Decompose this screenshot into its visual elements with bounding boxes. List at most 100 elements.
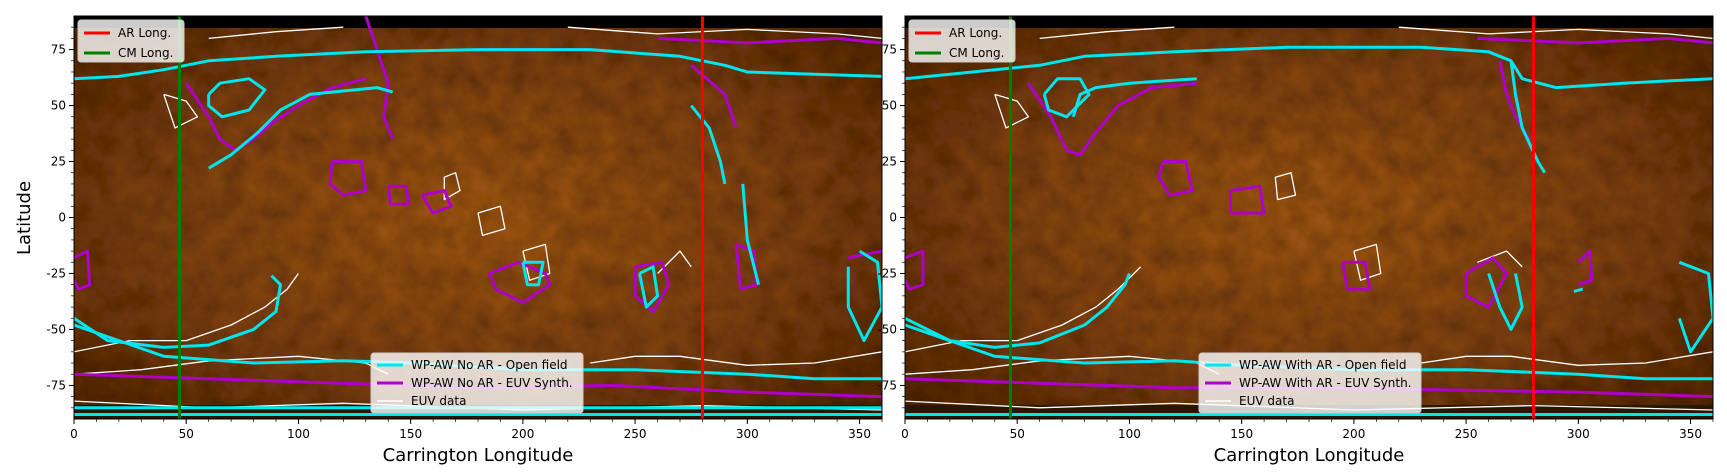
y-tick-label: -25 bbox=[46, 266, 66, 280]
euv-data-contour-8 bbox=[1477, 250, 1523, 268]
y-tick-label: -75 bbox=[877, 378, 897, 392]
legend-label: EUV data bbox=[411, 394, 466, 408]
y-tick-label: 75 bbox=[51, 43, 66, 57]
legend-label: CM Long. bbox=[949, 46, 1004, 60]
open-field-contour-7 bbox=[1573, 287, 1584, 293]
x-tick-label: 300 bbox=[736, 427, 759, 441]
contours-left bbox=[74, 16, 882, 416]
x-axis-label-right: Carrington Longitude bbox=[1214, 445, 1405, 466]
legend-upper-left: AR Long. CM Long. bbox=[77, 19, 185, 63]
legend-lower-left: WP-AW No AR - Open field WP-AW No AR - EU… bbox=[370, 352, 584, 414]
euv-data-contour-9 bbox=[657, 250, 692, 274]
euv-data-contour-8 bbox=[208, 26, 344, 40]
vlines-left bbox=[177, 16, 704, 419]
legend-label: WP-AW No AR - Open field bbox=[411, 358, 568, 372]
euv-synth-contour-5 bbox=[1577, 249, 1594, 287]
x-tick-label: 50 bbox=[179, 427, 194, 441]
y-tick-label: 0 bbox=[58, 211, 66, 225]
x-tick-label: 100 bbox=[1118, 427, 1141, 441]
open-field-contour-6 bbox=[1487, 273, 1524, 331]
x-tick-label: 150 bbox=[1230, 427, 1253, 441]
open-field-contour-9 bbox=[521, 260, 545, 287]
x-tick-label: 100 bbox=[287, 427, 310, 441]
open-field-contour-2 bbox=[207, 77, 267, 119]
x-axis-label-left: Carrington Longitude bbox=[383, 445, 574, 466]
euv-synth-contour-2 bbox=[1228, 184, 1266, 215]
euv-data-contour-4 bbox=[1353, 243, 1382, 281]
euv-synth-contour-6 bbox=[633, 260, 671, 313]
euv-synth-contour-9 bbox=[74, 249, 92, 291]
y-tick-label: 50 bbox=[51, 99, 66, 113]
x-tick-label: 250 bbox=[624, 427, 647, 441]
x-tick-label: 200 bbox=[1342, 427, 1365, 441]
euv-data-contour-7 bbox=[567, 26, 882, 40]
y-tick-label: -50 bbox=[877, 322, 897, 336]
euv-synth-contour-4 bbox=[420, 189, 453, 215]
vlines-right bbox=[1008, 16, 1535, 419]
open-field-contour-8 bbox=[1677, 260, 1713, 354]
open-field-contour-1 bbox=[207, 86, 394, 170]
euv-synth-contour-1 bbox=[1157, 160, 1194, 197]
legend-label: WP-AW No AR - EUV Synth. bbox=[411, 376, 573, 390]
euv-synth-contour-7 bbox=[905, 249, 925, 291]
y-tick-label: -75 bbox=[46, 378, 66, 392]
y-tick-label: 25 bbox=[882, 155, 897, 169]
x-tick-label: 300 bbox=[1567, 427, 1590, 441]
x-tick-label: 350 bbox=[1679, 427, 1702, 441]
open-field-contour-8 bbox=[741, 183, 761, 286]
y-ticks-left: -75 -50 -25 0 25 50 75 bbox=[46, 26, 74, 409]
y-axis-label: Latitude bbox=[14, 181, 35, 255]
legend-label: EUV data bbox=[1239, 394, 1294, 408]
legend-label: AR Long. bbox=[949, 26, 1002, 40]
euv-data-contour-7 bbox=[1039, 26, 1175, 40]
panel-left-no-ar: 0 50 100 150 200 250 300 350 -75 -50 -25 0 25 50 75 C… bbox=[14, 15, 883, 466]
x-tick-label: 0 bbox=[901, 427, 909, 441]
euv-data-contour-3 bbox=[1274, 172, 1297, 201]
panel-right-with-ar: 0 50 100 150 200 250 300 350 -75 -50 -25 0 25 50 75 C… bbox=[877, 15, 1714, 466]
legend-label: WP-AW With AR - Open field bbox=[1239, 358, 1406, 372]
open-field-contour-0 bbox=[905, 45, 1713, 90]
legend-box bbox=[370, 352, 584, 414]
euv-data-contour-6 bbox=[1398, 26, 1713, 40]
euv-data-contour-2 bbox=[1421, 351, 1713, 366]
euv-data-contour-5 bbox=[522, 243, 551, 281]
euv-synth-contour-5 bbox=[487, 260, 552, 305]
legend-lower-right: WP-AW With AR - Open field WP-AW With AR … bbox=[1198, 352, 1422, 414]
euv-background-left bbox=[74, 16, 882, 419]
y-tick-label: 25 bbox=[51, 155, 66, 169]
x-ticks-left: 0 50 100 150 200 250 300 350 bbox=[70, 419, 883, 441]
y-tick-label: -50 bbox=[46, 322, 66, 336]
open-field-contour-3 bbox=[74, 274, 282, 349]
x-tick-label: 150 bbox=[399, 427, 422, 441]
open-field-contour-2 bbox=[1071, 77, 1197, 118]
euv-data-contour-2 bbox=[590, 351, 882, 366]
polar-dark-top-right bbox=[905, 16, 1713, 28]
y-tick-label: -25 bbox=[877, 266, 897, 280]
euv-synth-contour-0 bbox=[1027, 81, 1197, 157]
x-tick-label: 0 bbox=[70, 427, 78, 441]
legend-box bbox=[1198, 352, 1422, 414]
euv-synth-contour-3 bbox=[386, 184, 410, 206]
euv-data-contour-0 bbox=[905, 266, 1142, 353]
open-field-contour-10 bbox=[638, 265, 660, 309]
legend-label: CM Long. bbox=[118, 46, 173, 60]
euv-synth-contour-0 bbox=[364, 16, 395, 140]
polar-dark-top-left bbox=[74, 16, 882, 28]
euv-synth-contour-4 bbox=[1464, 256, 1508, 309]
y-tick-label: 50 bbox=[882, 99, 897, 113]
euv-data-contour-0 bbox=[74, 273, 299, 353]
legend-label: AR Long. bbox=[118, 26, 171, 40]
x-tick-label: 50 bbox=[1010, 427, 1025, 441]
open-field-contour-9 bbox=[1509, 60, 1546, 174]
y-ticks-right: -75 -50 -25 0 25 50 75 bbox=[877, 26, 905, 409]
x-tick-label: 200 bbox=[511, 427, 534, 441]
euv-data-contour-1 bbox=[74, 355, 389, 375]
euv-background-right bbox=[905, 16, 1713, 419]
open-field-contour-7 bbox=[690, 104, 727, 185]
open-field-contour-11 bbox=[846, 249, 882, 343]
euv-data-contour-4 bbox=[477, 205, 506, 237]
x-tick-label: 250 bbox=[1455, 427, 1478, 441]
euv-synth-contour-2 bbox=[328, 160, 368, 197]
y-tick-label: 0 bbox=[889, 211, 897, 225]
